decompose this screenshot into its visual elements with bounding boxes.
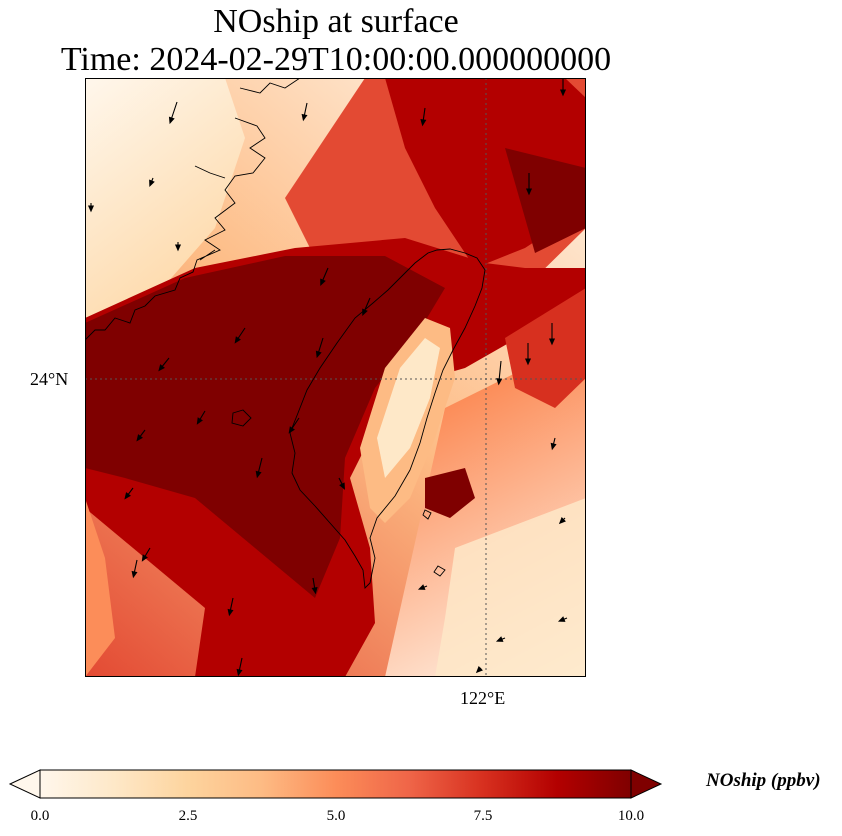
field-northeast-peak: [505, 148, 586, 253]
wind-arrow-shaft: [257, 457, 263, 475]
colorbar-extend-low: [8, 769, 41, 799]
wind-arrow-head: [524, 358, 532, 366]
wind-arrow-head: [311, 586, 318, 595]
wind-arrow-head: [475, 666, 483, 674]
wind-arrow-head: [559, 89, 567, 97]
wind-arrow-head: [320, 278, 326, 287]
island-coastline: [231, 409, 252, 427]
wind-arrow-head: [315, 350, 322, 359]
colorbar-extend-high: [630, 769, 663, 799]
wind-arrow-shaft: [498, 360, 502, 382]
wind-arrow-head: [496, 378, 503, 386]
island-coastline: [433, 565, 446, 577]
wind-arrow-head: [124, 492, 131, 500]
wind-arrow-head: [158, 364, 165, 372]
china-coastline: [85, 78, 301, 341]
wind-arrow-shaft: [170, 101, 178, 121]
field-southeast-band: [505, 288, 586, 408]
taiwan-coastline: [289, 248, 486, 589]
longitude-tick-label: 122°E: [460, 688, 506, 708]
wind-arrow-head: [196, 417, 203, 425]
wind-arrow-head: [255, 470, 262, 479]
latitude-tick-label: 24°N: [30, 369, 69, 389]
wind-vectors: [87, 78, 568, 677]
wind-arrow-head: [288, 426, 295, 434]
colorbar-title: NOship (ppbv): [706, 770, 821, 791]
wind-arrow-head: [557, 616, 566, 622]
field-lower-left-light: [85, 498, 115, 677]
field-taiwan-lightest: [377, 338, 440, 478]
wind-arrow-head: [558, 517, 566, 525]
wind-arrow-head: [362, 308, 368, 317]
field-central-plume-core: [85, 256, 445, 598]
map-border: [85, 78, 586, 677]
map-title-line-2: Time: 2024-02-29T10:00:00.000000000: [60, 41, 612, 78]
wind-arrow-head: [149, 179, 155, 188]
field-northwest-light-region: [85, 78, 245, 338]
wind-arrow-head: [168, 116, 175, 125]
wind-arrow-head: [234, 336, 241, 344]
colorbar-tick-label: 5.0: [326, 808, 346, 824]
field-southern-hotspot: [425, 468, 475, 518]
map-panel: [85, 78, 586, 677]
field-southern-light-strip: [435, 498, 586, 677]
wind-arrow-head: [236, 668, 243, 677]
wind-arrow-head: [174, 244, 182, 252]
colorbar-tick-label: 2.5: [178, 808, 198, 824]
wind-arrow-head: [87, 205, 95, 213]
island-coastline: [422, 509, 432, 520]
coastlines: [85, 78, 486, 589]
colorbar-gradient: [40, 770, 631, 798]
colorbar: [8, 769, 663, 799]
map-title-line-1: NOship at surface: [213, 3, 459, 40]
colorbar-tick-label: 7.5: [473, 808, 493, 824]
wind-arrow-head: [420, 119, 427, 127]
wind-arrow-head: [417, 584, 426, 590]
wind-arrow-head: [227, 608, 234, 617]
wind-arrow-head: [136, 434, 143, 442]
wind-arrow-shaft: [317, 337, 324, 355]
colorbar-tick-label: 10.0: [617, 808, 645, 824]
wind-arrow-head: [301, 113, 308, 122]
wind-arrow-head: [141, 554, 148, 562]
wind-arrow-head: [339, 482, 345, 490]
wind-arrow-head: [525, 188, 533, 196]
wind-arrow-head: [131, 570, 138, 579]
wind-arrow-head: [550, 442, 557, 451]
wind-arrow-head: [495, 636, 504, 642]
wind-arrow-head: [548, 338, 556, 346]
colorbar-tick-label: 0.0: [30, 808, 50, 824]
